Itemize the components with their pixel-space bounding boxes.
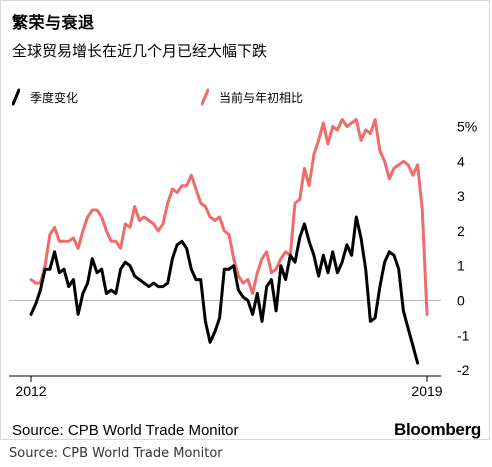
series-line-qoq (29, 215, 420, 365)
legend-swatch-yoy (201, 88, 209, 106)
chart-frame: 繁荣与衰退 全球贸易增长在近几个月已经大幅下跌 季度变化 当前与年初相比 5% 4… (0, 0, 490, 440)
y-tick-label: 5% (457, 119, 477, 135)
line-chart: 5% 4 3 2 1 0 -1 -2 2012 2019 (9, 118, 477, 396)
series-line-yoy (29, 118, 429, 316)
chart-subtitle: 全球贸易增长在近几个月已经大幅下跌 (12, 42, 268, 60)
y-tick-label: -1 (457, 327, 470, 343)
legend-item-qoq: 季度变化 (12, 88, 78, 106)
legend-item-yoy: 当前与年初相比 (201, 88, 303, 106)
page-title: 繁荣与衰退 (12, 13, 95, 32)
source-note: Source: CPB World Trade Monitor (12, 422, 239, 439)
legend-label-yoy: 当前与年初相比 (219, 90, 304, 105)
image-caption: Source: CPB World Trade Monitor (9, 446, 223, 461)
y-tick-label: 3 (457, 188, 465, 204)
y-tick-label: 1 (457, 258, 465, 274)
legend-swatch-qoq (12, 88, 20, 106)
y-tick-label: 4 (457, 153, 465, 169)
x-tick-label: 2019 (411, 383, 442, 396)
y-tick-label: 0 (457, 293, 465, 309)
legend-label-qoq: 季度变化 (30, 90, 79, 105)
y-tick-label: -2 (457, 362, 470, 378)
x-tick-label: 2012 (15, 383, 46, 396)
bloomberg-logo: Bloomberg (393, 420, 481, 439)
y-tick-label: 2 (457, 223, 465, 239)
